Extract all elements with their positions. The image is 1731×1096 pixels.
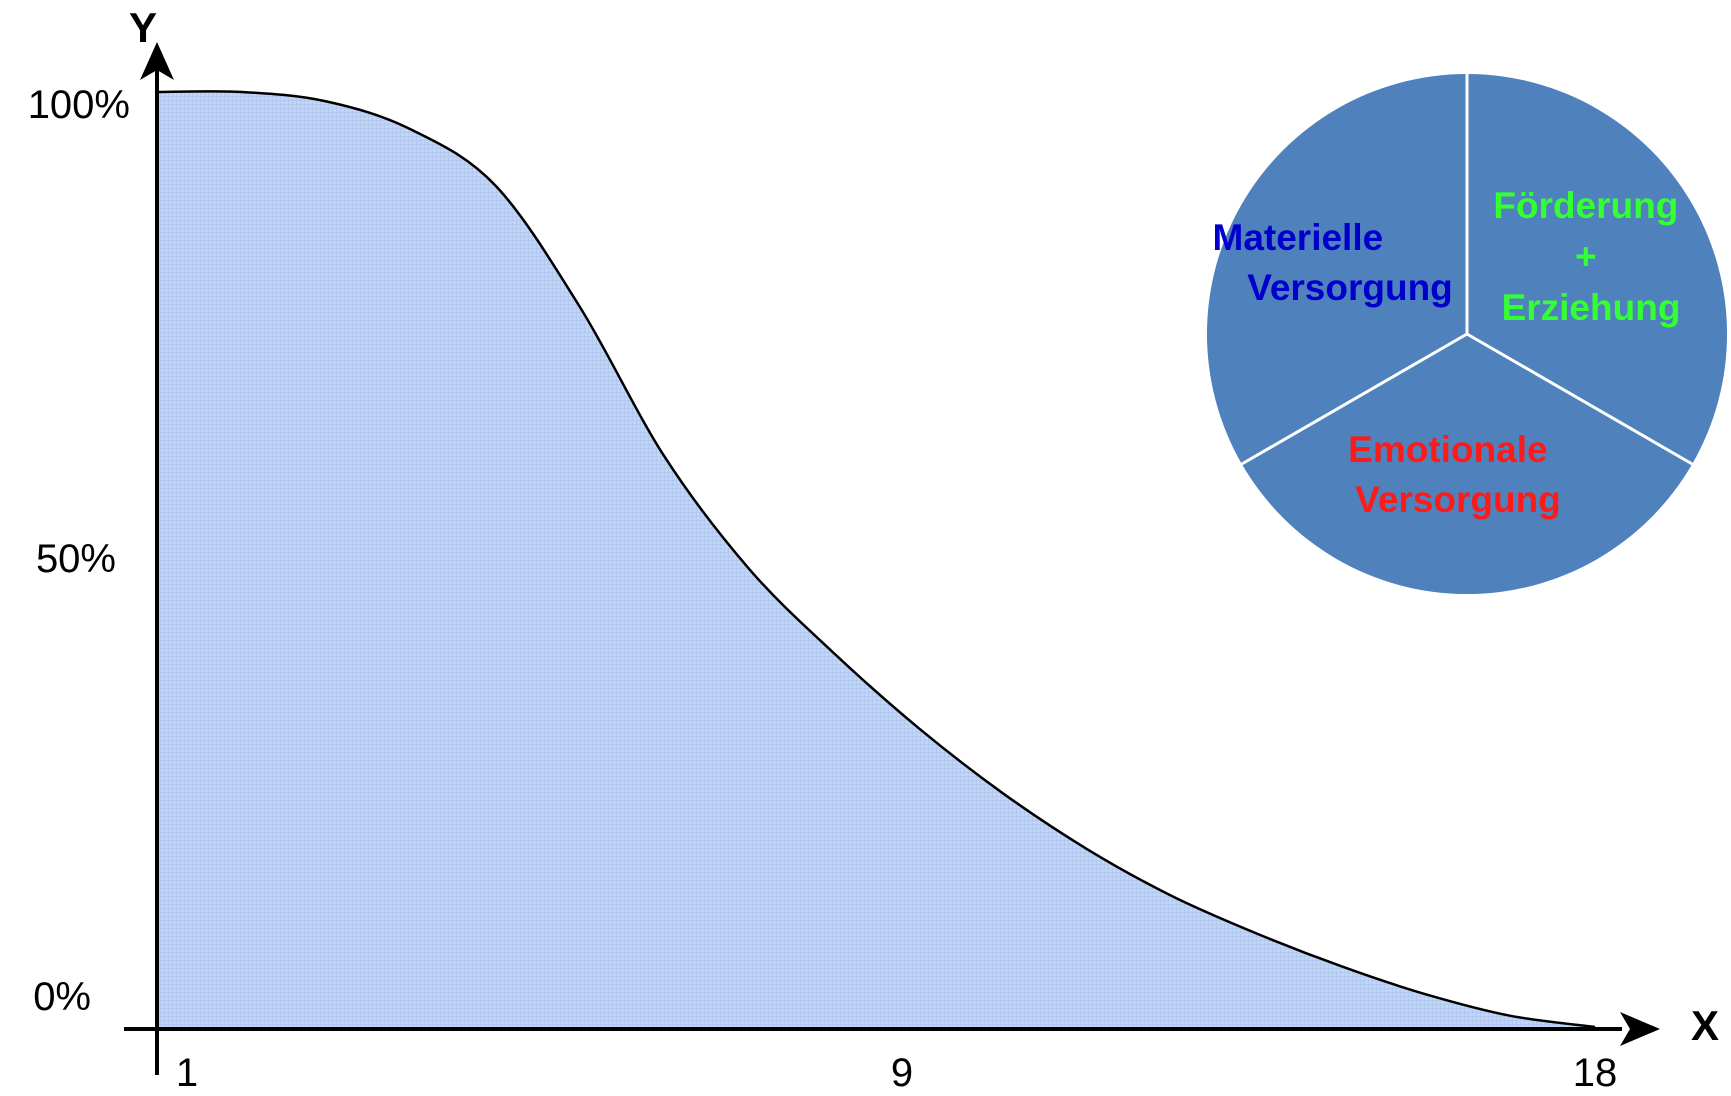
y-axis-arrowhead bbox=[140, 42, 174, 80]
pie-divider bbox=[1241, 332, 1468, 466]
pie-chart: Materielle Versorgung Förderung + Erzieh… bbox=[1206, 73, 1728, 595]
area-fill bbox=[157, 91, 1595, 1028]
x-tick-label: 9 bbox=[891, 1051, 913, 1095]
series-line bbox=[156, 90, 1596, 1029]
pie-slice-label-foerderung: Förderung + Erziehung bbox=[1493, 185, 1688, 328]
pie-slice-label-emotionale: Emotionale Versorgung bbox=[1348, 429, 1561, 520]
y-tick-label: 100% bbox=[28, 83, 130, 127]
pie-dividers bbox=[1241, 74, 1693, 466]
x-axis-arrowhead bbox=[1620, 1012, 1660, 1046]
y-tick-label: 0% bbox=[33, 975, 91, 1019]
y-axis-title: Y bbox=[129, 4, 157, 51]
x-axis-title: X bbox=[1691, 1002, 1719, 1049]
pie-slice bbox=[1467, 74, 1728, 464]
pie-slice-label-materielle: Materielle Versorgung bbox=[1213, 217, 1453, 308]
axes bbox=[124, 42, 1660, 1075]
pie-slice bbox=[1206, 73, 1467, 464]
x-tick-label: 1 bbox=[176, 1051, 198, 1095]
x-tick-label: 18 bbox=[1573, 1051, 1618, 1095]
y-tick-label: 50% bbox=[36, 537, 116, 581]
pie-divider bbox=[1466, 332, 1693, 466]
area-chart: Y X 100% 50% 0% 1 9 18 bbox=[28, 4, 1719, 1095]
